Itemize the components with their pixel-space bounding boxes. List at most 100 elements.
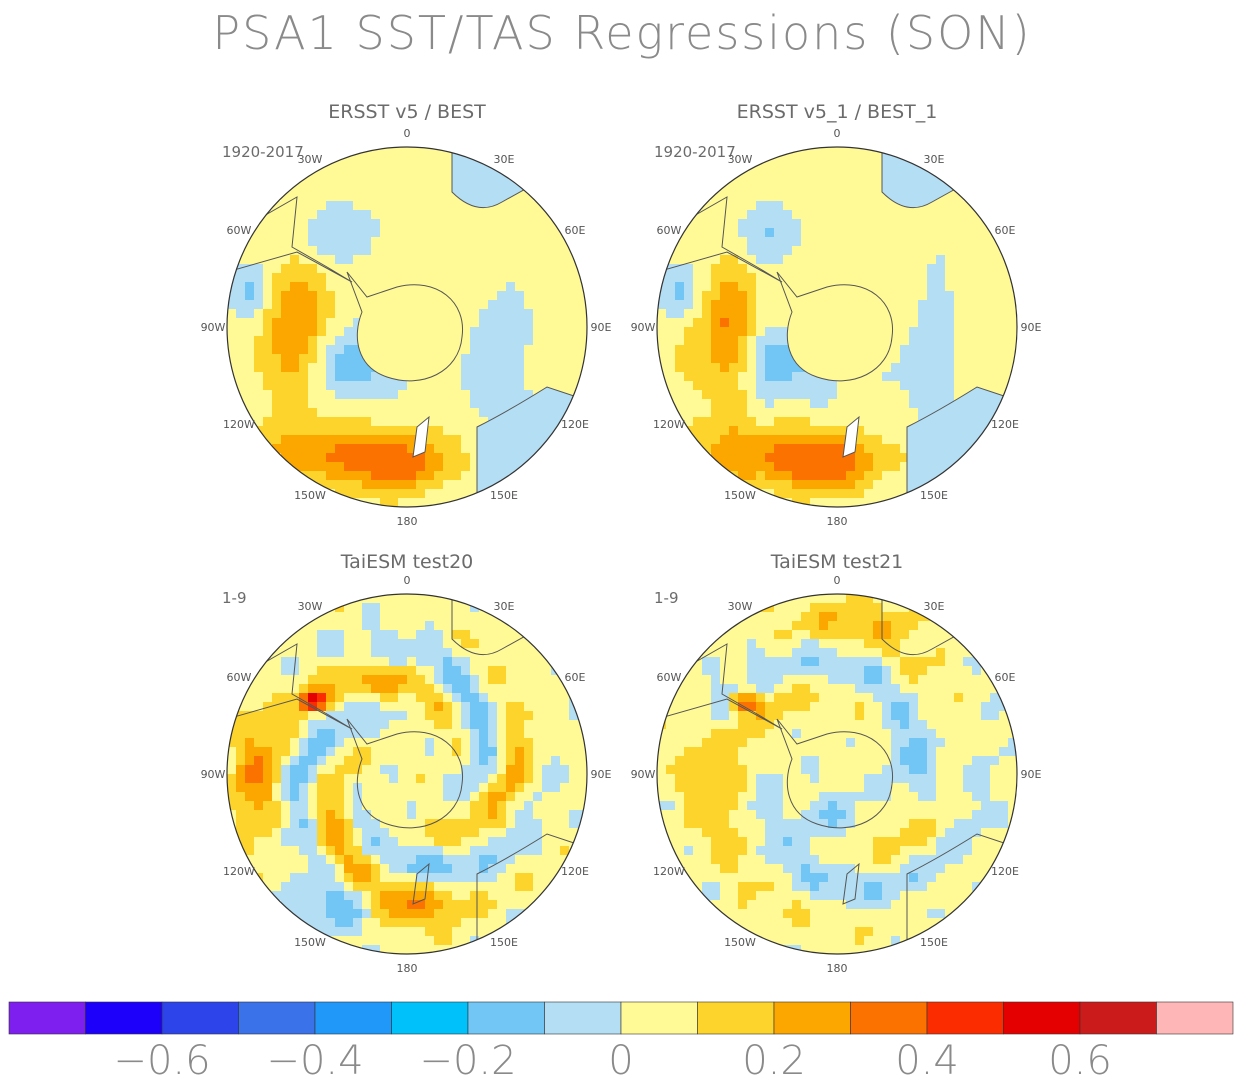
longitude-label: 120E	[561, 418, 589, 431]
map-border	[226, 146, 588, 508]
map-border	[656, 146, 1018, 508]
new-zealand-coastline	[412, 862, 430, 905]
colorbar-swatch	[8, 1001, 86, 1035]
longitude-label: 90E	[1021, 768, 1042, 781]
longitude-label: 150W	[294, 936, 326, 949]
longitude-label: 30W	[298, 600, 323, 613]
panel-title: TaiESM test21	[770, 551, 904, 573]
colorbar-swatch	[1079, 1001, 1157, 1035]
panel-period: 1-9	[654, 589, 679, 607]
panel-ersst-best-1: ERSST v5_1 / BEST_1 1920-2017 0 30E 60E 90E…	[631, 101, 1042, 528]
longitude-label: 90W	[631, 321, 656, 334]
longitude-label: 120E	[991, 865, 1019, 878]
colorbar-swatch	[620, 1001, 698, 1035]
longitude-label: 30W	[728, 153, 753, 166]
panel-period: 1-9	[222, 589, 247, 607]
longitude-label: 150E	[490, 936, 518, 949]
longitude-label: 90W	[631, 768, 656, 781]
colorbar-label: 0.2	[742, 1038, 806, 1082]
panel-period: 1920-2017	[654, 143, 736, 161]
longitude-label: 180	[397, 515, 418, 528]
longitude-label: 60E	[995, 671, 1016, 684]
longitude-label: 60E	[565, 671, 586, 684]
longitude-label: 60W	[657, 224, 682, 237]
longitude-label: 150E	[490, 489, 518, 502]
colorbar-label: −0.6	[113, 1038, 210, 1082]
longitude-label: 150W	[724, 489, 756, 502]
south-america-coastline	[227, 643, 353, 730]
panel-period: 1920-2017	[222, 143, 304, 161]
longitude-label: 180	[397, 962, 418, 975]
antarctica-coastline	[346, 718, 464, 829]
longitude-label: 60W	[657, 671, 682, 684]
colorbar-swatch	[773, 1001, 851, 1035]
longitude-label: 0	[834, 127, 841, 140]
longitude-label: 60W	[227, 671, 252, 684]
longitude-label: 90E	[591, 768, 612, 781]
south-america-coastline	[657, 643, 783, 730]
colorbar-swatch	[161, 1001, 239, 1035]
colorbar-label: 0.6	[1048, 1038, 1112, 1082]
panel-title: ERSST v5 / BEST	[328, 101, 486, 123]
colorbar-swatch	[314, 1001, 392, 1035]
colorbar-swatch	[544, 1001, 622, 1035]
longitude-label: 90E	[591, 321, 612, 334]
longitude-label: 120W	[223, 418, 255, 431]
longitude-label: 30E	[494, 153, 515, 166]
longitude-label: 90E	[1021, 321, 1042, 334]
map-border	[226, 593, 588, 955]
longitude-label: 150W	[724, 936, 756, 949]
colorbar-label: −0.2	[419, 1038, 516, 1082]
colorbar-swatch	[697, 1001, 775, 1035]
south-america-coastline	[657, 196, 783, 283]
longitude-label: 0	[834, 574, 841, 587]
longitude-label: 120W	[653, 418, 685, 431]
longitude-label: 30E	[924, 600, 945, 613]
colorbar-swatch	[1003, 1001, 1081, 1035]
antarctica-coastline	[346, 271, 464, 382]
colorbar: −0.6 −0.4 −0.2 0 0.2 0.4 0.6	[8, 1001, 1234, 1082]
contour-field	[657, 147, 1017, 507]
longitude-label: 120E	[561, 865, 589, 878]
colorbar-swatch	[238, 1001, 316, 1035]
longitude-label: 150E	[920, 489, 948, 502]
longitude-label: 30E	[924, 153, 945, 166]
longitude-label: 120W	[653, 865, 685, 878]
new-zealand-coastline	[842, 862, 860, 905]
colorbar-swatch	[85, 1001, 163, 1035]
longitude-label: 30E	[494, 600, 515, 613]
longitude-label: 60E	[995, 224, 1016, 237]
map-border	[656, 593, 1018, 955]
contour-field	[227, 147, 587, 507]
colorbar-label: −0.4	[266, 1038, 363, 1082]
longitude-label: 90W	[201, 768, 226, 781]
contour-field	[227, 594, 587, 954]
longitude-label: 180	[827, 962, 848, 975]
antarctica-coastline	[776, 271, 894, 382]
colorbar-swatch	[391, 1001, 469, 1035]
longitude-label: 90W	[201, 321, 226, 334]
contour-field	[657, 594, 1017, 954]
longitude-label: 60W	[227, 224, 252, 237]
longitude-label: 60E	[565, 224, 586, 237]
longitude-label: 0	[404, 127, 411, 140]
panel-title: ERSST v5_1 / BEST_1	[737, 101, 938, 123]
colorbar-label: 0	[608, 1038, 633, 1082]
new-zealand-coastline	[412, 415, 430, 458]
figure-title: PSA1 SST/TAS Regressions (SON)	[212, 6, 1032, 60]
panel-ersst-best: ERSST v5 / BEST 1920-2017 0 30E 60E 90E 120E…	[201, 101, 612, 528]
colorbar-swatch	[467, 1001, 545, 1035]
south-america-coastline	[227, 196, 353, 283]
colorbar-label: 0.4	[895, 1038, 959, 1082]
longitude-label: 120E	[991, 418, 1019, 431]
panel-title: TaiESM test20	[340, 551, 474, 573]
panel-taiesm-test21: TaiESM test21 1-9 0 30E 60E 90E 120E 150E 180 1…	[631, 551, 1042, 975]
longitude-label: 150E	[920, 936, 948, 949]
longitude-label: 30W	[728, 600, 753, 613]
longitude-label: 0	[404, 574, 411, 587]
colorbar-swatch	[926, 1001, 1004, 1035]
colorbar-swatch	[1156, 1001, 1234, 1035]
longitude-label: 120W	[223, 865, 255, 878]
antarctica-coastline	[776, 718, 894, 829]
colorbar-swatch	[850, 1001, 928, 1035]
